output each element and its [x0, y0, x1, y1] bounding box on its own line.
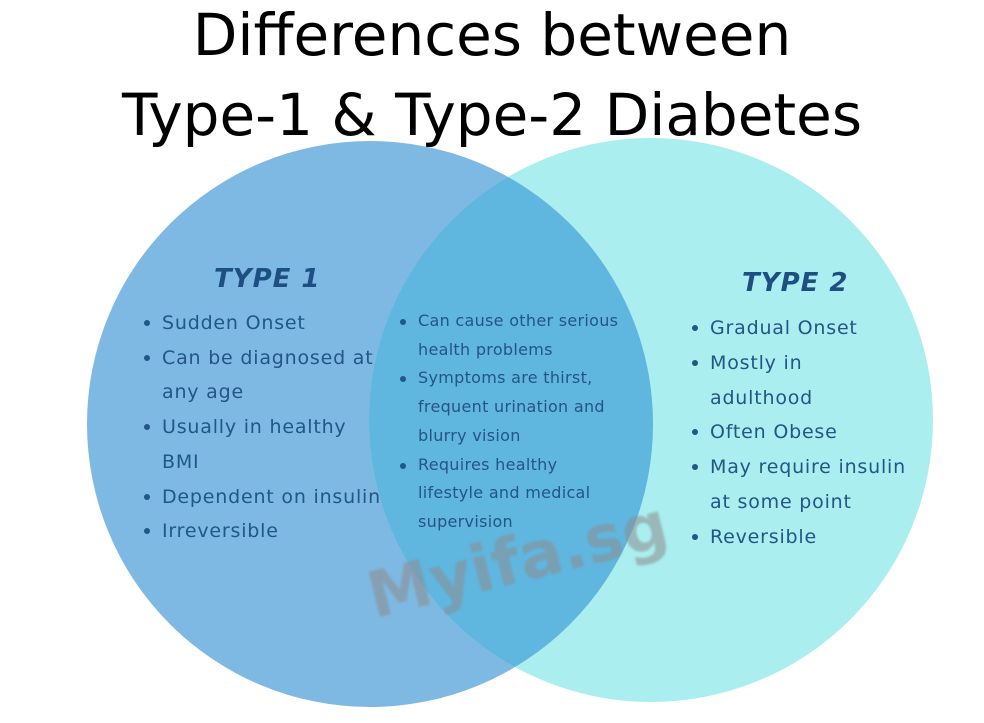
list-item: Irreversible [140, 514, 390, 549]
list-item-continuation: BMI [162, 450, 200, 473]
type2-list: Gradual Onset Mostly in adulthood Often … [688, 311, 928, 555]
list-item: Usually in healthy [140, 410, 390, 445]
list-item: May require insulin [688, 450, 928, 485]
page-title-line-2: Type-1 & Type-2 Diabetes [121, 81, 863, 149]
list-item: Symptoms are thirst, [396, 364, 646, 393]
list-item: Mostly in [688, 346, 928, 381]
list-item-continuation: health problems [418, 339, 553, 359]
list-item-continuation: blurry vision [418, 425, 521, 445]
list-item-continuation: frequent urination and [418, 397, 605, 417]
list-item: Dependent on insulin [140, 480, 390, 515]
list-item: Often Obese [688, 415, 928, 450]
list-item: Reversible [688, 520, 928, 555]
list-item-continuation: any age [162, 381, 244, 404]
list-item-continuation: supervision [418, 511, 513, 531]
list-item-continuation: at some point [710, 490, 852, 513]
type2-heading: TYPE 2 [742, 268, 849, 298]
list-item: Can be diagnosed at [140, 341, 390, 376]
list-item-continuation: lifestyle and medical [418, 483, 591, 503]
list-item: Sudden Onset [140, 306, 390, 341]
list-item: Can cause other serious [396, 307, 646, 336]
page-title-line-1: Differences between [192, 1, 792, 69]
overlap-region [369, 141, 653, 702]
list-item: Requires healthy [396, 451, 646, 480]
shared-list: Can cause other serious health problems … [396, 307, 646, 537]
list-item-continuation: adulthood [710, 386, 814, 409]
type1-list: Sudden Onset Can be diagnosed at any age… [140, 306, 390, 549]
type1-heading: TYPE 1 [214, 264, 321, 294]
list-item: Gradual Onset [688, 311, 928, 346]
